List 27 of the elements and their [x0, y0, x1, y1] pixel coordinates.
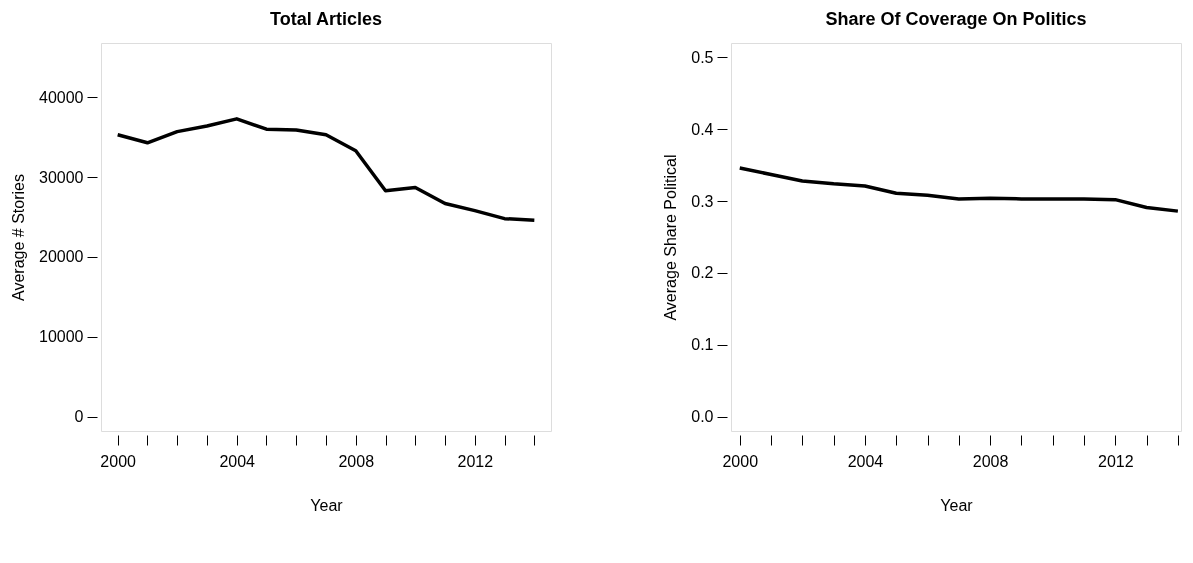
x-axis-title: Year — [310, 496, 344, 514]
y-tick-label: 0.5 — [691, 48, 714, 66]
chart-title: Total Articles — [269, 9, 383, 29]
y-tick-label: 40000 — [39, 88, 84, 106]
y-tick-label: 0 — [74, 408, 84, 426]
line-series — [115, 117, 537, 222]
y-axis-title: Average Share Political — [662, 154, 680, 321]
x-tick-label: 2000 — [722, 452, 759, 470]
line-series — [738, 166, 1180, 213]
x-tick-label: 2012 — [1097, 452, 1134, 470]
y-tick-label: 0.1 — [691, 336, 714, 354]
x-tick-label: 2000 — [100, 452, 137, 470]
x-tick-label: 2008 — [972, 452, 1009, 470]
x-tick-label: 2004 — [219, 452, 256, 470]
x-tick-label: 2004 — [847, 452, 884, 470]
x-axis-title: Year — [940, 496, 974, 514]
y-tick-label: 0.0 — [691, 408, 714, 426]
y-tick-label: 20000 — [39, 248, 84, 266]
y-tick-label: 30000 — [39, 168, 84, 186]
y-tick-label: 0.2 — [691, 264, 714, 282]
chart-title: Share Of Coverage On Politics — [825, 9, 1087, 29]
y-tick-label: 0.3 — [691, 192, 714, 210]
y-axis-title: Average # Stories — [10, 174, 28, 301]
y-tick-label: 10000 — [39, 328, 84, 346]
x-tick-label: 2012 — [457, 452, 494, 470]
y-tick-label: 0.4 — [691, 120, 714, 138]
x-tick-label: 2008 — [338, 452, 375, 470]
